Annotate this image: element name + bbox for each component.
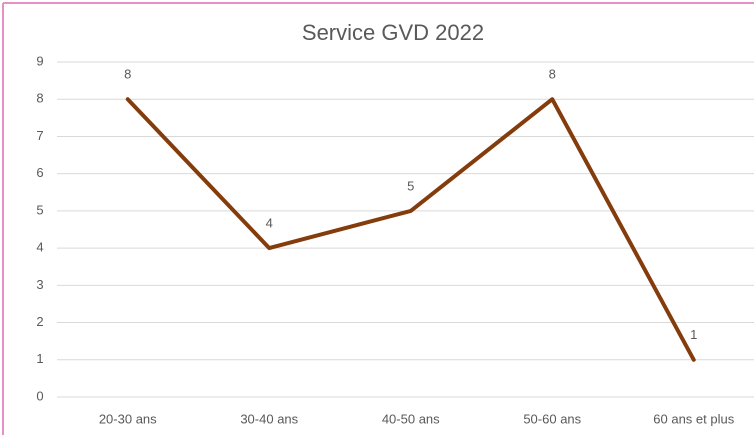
y-tick-label: 0 xyxy=(36,388,43,403)
y-tick-label: 7 xyxy=(36,128,43,143)
x-tick-label: 40-50 ans xyxy=(382,411,440,426)
y-tick-label: 8 xyxy=(36,91,43,106)
y-tick-label: 1 xyxy=(36,351,43,366)
y-tick-label: 5 xyxy=(36,202,43,217)
x-tick-label: 50-60 ans xyxy=(523,411,581,426)
data-label: 8 xyxy=(124,67,131,82)
data-label: 4 xyxy=(266,216,273,231)
y-tick-label: 9 xyxy=(36,53,43,68)
y-tick-label: 2 xyxy=(36,314,43,329)
y-tick-label: 4 xyxy=(36,240,43,255)
chart-title: Service GVD 2022 xyxy=(302,20,484,45)
x-tick-label: 20-30 ans xyxy=(99,411,157,426)
y-tick-label: 3 xyxy=(36,277,43,292)
y-tick-label: 6 xyxy=(36,165,43,180)
data-label: 1 xyxy=(690,327,697,342)
x-tick-label: 60 ans et plus xyxy=(653,411,734,426)
x-tick-label: 30-40 ans xyxy=(240,411,298,426)
data-label: 5 xyxy=(407,178,414,193)
data-line xyxy=(125,97,696,362)
data-label: 8 xyxy=(549,67,556,82)
